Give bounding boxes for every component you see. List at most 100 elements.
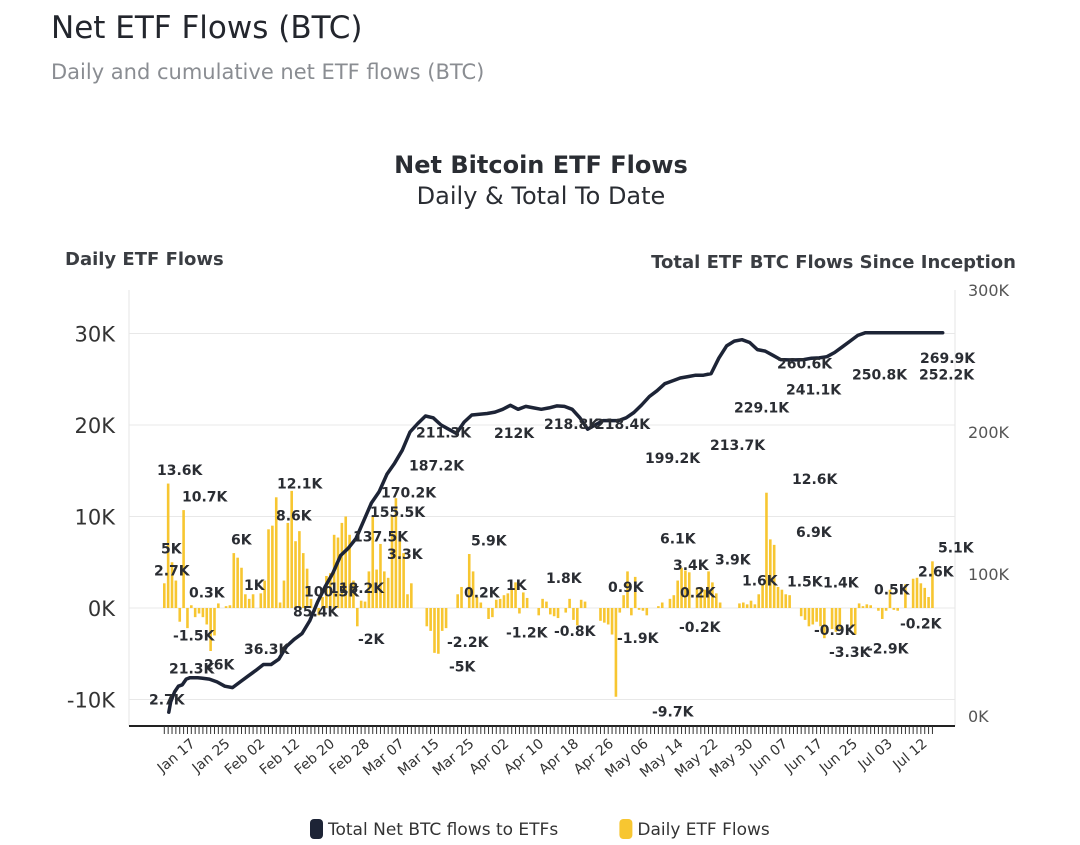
left-tick-label: 0K (88, 597, 116, 621)
data-labels: 13.6K 10.7K 5K 2.7K 0.3K -1.5K 6K 1K 12.1K 8.6K 10… (149, 351, 976, 720)
cumulative-line-path (167, 330, 945, 714)
bar (402, 553, 405, 608)
bar (880, 608, 884, 619)
right-tick-label: 300K (968, 281, 1010, 300)
data-label: 0.9K (608, 580, 645, 596)
data-label: 21.3K (169, 661, 216, 677)
data-label: 2.7K (149, 693, 186, 709)
bar (564, 608, 568, 613)
right-tick-label: 200K (968, 423, 1010, 442)
bar (742, 602, 745, 608)
data-label: 0.2K (680, 585, 717, 601)
bar (394, 498, 398, 608)
chart-subtitle: Daily & Total To Date (417, 182, 666, 210)
left-tick-label: 30K (75, 323, 117, 347)
bar (695, 587, 699, 608)
bar (641, 608, 645, 611)
data-label: 36.3K (244, 642, 291, 658)
bar (606, 608, 610, 625)
bar (228, 605, 232, 608)
bar (263, 580, 266, 608)
bar (305, 568, 309, 608)
data-label: 187.2K (409, 458, 465, 474)
left-tick-label: -10K (67, 689, 116, 713)
bar (668, 598, 672, 608)
bar (244, 594, 247, 608)
bar (386, 577, 390, 608)
bar (383, 571, 386, 608)
data-label: 85.4K (293, 605, 340, 621)
bar (784, 594, 788, 608)
bar (927, 597, 930, 608)
data-label: 218.4K (595, 417, 651, 433)
page-subtitle: Daily and cumulative net ETF flows (BTC) (51, 60, 485, 84)
data-label: 0.2K (464, 585, 501, 601)
bar (259, 593, 263, 608)
data-label: -9.7K (652, 704, 695, 720)
data-label: 199.2K (645, 451, 701, 467)
bar (633, 576, 637, 608)
data-label: 12.1K (277, 477, 324, 493)
bar (444, 608, 448, 629)
bar (247, 598, 251, 608)
data-label: 1.5K (787, 574, 824, 590)
data-label: 1K (506, 578, 528, 594)
bar (660, 602, 664, 608)
bar (711, 582, 714, 608)
data-label: 218.8K (544, 417, 600, 433)
bar (830, 608, 834, 630)
bar (340, 522, 344, 608)
data-label: 10.7K (182, 489, 229, 505)
bar (761, 584, 764, 608)
left-tick-label: 20K (75, 414, 117, 438)
bar (437, 608, 440, 654)
page-title: Net ETF Flows (BTC) (51, 10, 363, 46)
data-label: -2.9K (867, 641, 910, 657)
x-tick-label: Jun 17 (781, 736, 826, 777)
bar (271, 525, 274, 608)
bar (815, 608, 818, 622)
data-label: 13.6K (157, 463, 204, 479)
bar (274, 497, 278, 608)
bar (224, 606, 228, 608)
bar (541, 598, 544, 608)
bar (290, 490, 293, 608)
bar (498, 598, 502, 608)
data-label: 2.6K (918, 564, 955, 580)
data-label: 212K (494, 426, 535, 442)
left-axis-title: Daily ETF Flows (65, 249, 224, 270)
legend-swatch (619, 819, 633, 839)
bar (190, 605, 193, 608)
bar (518, 608, 521, 614)
bar (410, 583, 413, 608)
bar (406, 594, 409, 608)
bar (510, 589, 513, 608)
bar (861, 606, 865, 608)
bar (371, 516, 375, 608)
bar (475, 597, 479, 608)
data-label: 6.1K (660, 531, 697, 547)
data-label: -0.2K (900, 617, 943, 633)
data-label: 3.9K (715, 553, 752, 569)
bar (506, 593, 510, 608)
bar (552, 608, 556, 617)
bar (182, 510, 185, 608)
bar (714, 593, 718, 608)
data-label: 213.7K (710, 438, 766, 454)
bar (672, 595, 676, 608)
legend-swatch (310, 819, 323, 839)
bar (788, 595, 791, 608)
bar (375, 569, 378, 608)
bar (757, 594, 761, 608)
data-label: 6.9K (796, 525, 833, 541)
data-label: 6K (231, 532, 253, 548)
bar (579, 599, 583, 608)
bar (626, 571, 629, 608)
data-label: -1.2K (506, 626, 549, 642)
bar (479, 602, 483, 608)
bar (356, 608, 359, 627)
bar (765, 492, 768, 608)
bar (170, 562, 174, 608)
bar (703, 589, 706, 608)
bar (556, 608, 560, 619)
